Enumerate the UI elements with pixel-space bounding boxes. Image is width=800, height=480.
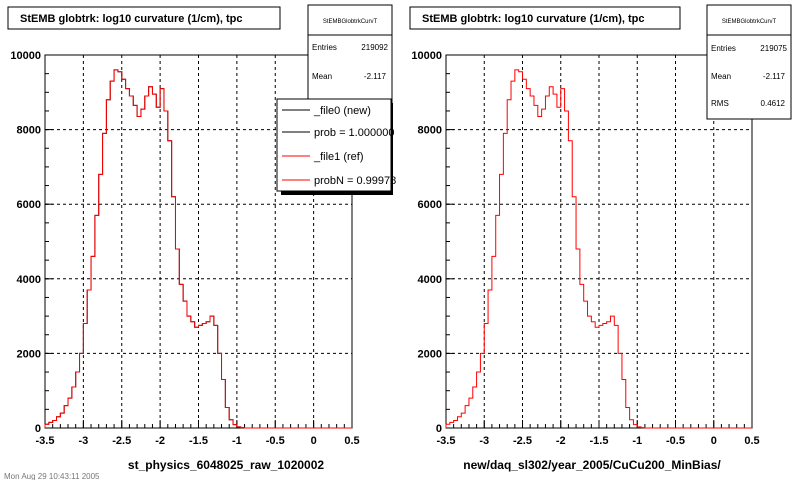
x-tick-label: -3 [479, 435, 489, 447]
right-grid [446, 55, 752, 428]
left-y-axis: 0 2000 4000 6000 8000 10000 [10, 50, 53, 435]
legend-label-3: probN = 0.99978 [314, 175, 396, 187]
x-tick-label: -0.5 [666, 435, 685, 447]
legend-label-1: prob = 1.000000 [314, 127, 394, 139]
y-tick-label: 2000 [418, 348, 442, 360]
x-tick-label: -1.5 [189, 435, 208, 447]
footer-timestamp: Mon Aug 29 10:43:11 2005 [4, 472, 100, 480]
x-tick-label: -1 [632, 435, 642, 447]
right-y-axis: 0 2000 4000 6000 8000 10000 [411, 50, 454, 435]
x-tick-label: -2.5 [513, 435, 532, 447]
right-stats-value-mean: -2.117 [763, 72, 786, 81]
histogram-series-0 [445, 69, 752, 429]
x-tick-label: -2 [155, 435, 165, 447]
left-stats-label-mean: Mean [312, 72, 332, 81]
x-tick-label: -3.5 [437, 435, 456, 447]
y-tick-label: 4000 [418, 274, 442, 286]
x-tick-label: -1 [232, 435, 242, 447]
y-tick-label: 0 [35, 423, 41, 435]
left-stats-box [307, 4, 393, 118]
right-stats-label-mean: Mean [711, 72, 731, 81]
right-x-label: new/daq_sl302/year_2005/CuCu200_MinBias/ [463, 458, 721, 472]
y-tick-label: 0 [436, 423, 442, 435]
y-tick-label: 2000 [17, 348, 41, 360]
left-stats-value-mean: -2.117 [364, 72, 387, 81]
x-tick-label: -3 [78, 435, 88, 447]
x-tick-label: -2.5 [112, 435, 131, 447]
x-tick-label: -2 [556, 435, 566, 447]
x-tick-label: 0.5 [344, 435, 359, 447]
right-series [445, 69, 752, 429]
x-tick-label: -1.5 [590, 435, 609, 447]
left-stats-name: StEMBGlobtrkCurvT [323, 19, 378, 25]
right-title: StEMB globtrk: log10 curvature (1/cm), t… [422, 13, 644, 25]
y-tick-label: 6000 [17, 199, 41, 211]
left-stats-label-entries: Entries [312, 43, 337, 52]
x-tick-label: 0 [711, 435, 717, 447]
y-tick-label: 8000 [17, 125, 41, 137]
left-panel: StEMB globtrk: log10 curvature (1/cm), t… [7, 4, 396, 472]
x-tick-label: -3.5 [36, 435, 55, 447]
y-tick-label: 6000 [418, 199, 442, 211]
right-stats-name: StEMBGlobtrkCurvT [722, 19, 777, 25]
left-x-axis: -3.5 -3 -2.5 -2 -1.5 -1 -0.5 0 0.5 [36, 420, 360, 447]
right-stats-label-entries: Entries [711, 44, 736, 53]
right-x-axis: -3.5 -3 -2.5 -2 -1.5 -1 -0.5 0 0.5 [437, 420, 760, 447]
left-title-box [7, 6, 281, 30]
left-series [44, 69, 352, 429]
left-legend [276, 98, 392, 192]
right-stats-value-entries: 219075 [760, 44, 787, 53]
legend-label-2: _file1 (ref) [313, 151, 364, 163]
histogram-series-1 [44, 69, 352, 429]
right-stats-value-rms: 0.4612 [761, 99, 786, 108]
y-tick-label: 10000 [10, 50, 41, 62]
x-tick-label: 0 [311, 435, 317, 447]
x-tick-label: 0.5 [744, 435, 759, 447]
right-panel: StEMB globtrk: log10 curvature (1/cm), t… [409, 4, 792, 472]
x-tick-label: -0.5 [266, 435, 285, 447]
right-stats-label-rms: RMS [711, 99, 729, 108]
left-title: StEMB globtrk: log10 curvature (1/cm), t… [20, 13, 242, 25]
y-tick-label: 4000 [17, 274, 41, 286]
right-stats-box [706, 4, 792, 120]
left-stats-value-entries: 219092 [361, 43, 388, 52]
y-tick-label: 8000 [418, 125, 442, 137]
left-x-label: st_physics_6048025_raw_1020002 [128, 458, 324, 472]
right-title-box [409, 6, 681, 30]
y-tick-label: 10000 [411, 50, 442, 62]
legend-label-0: _file0 (new) [313, 105, 371, 117]
